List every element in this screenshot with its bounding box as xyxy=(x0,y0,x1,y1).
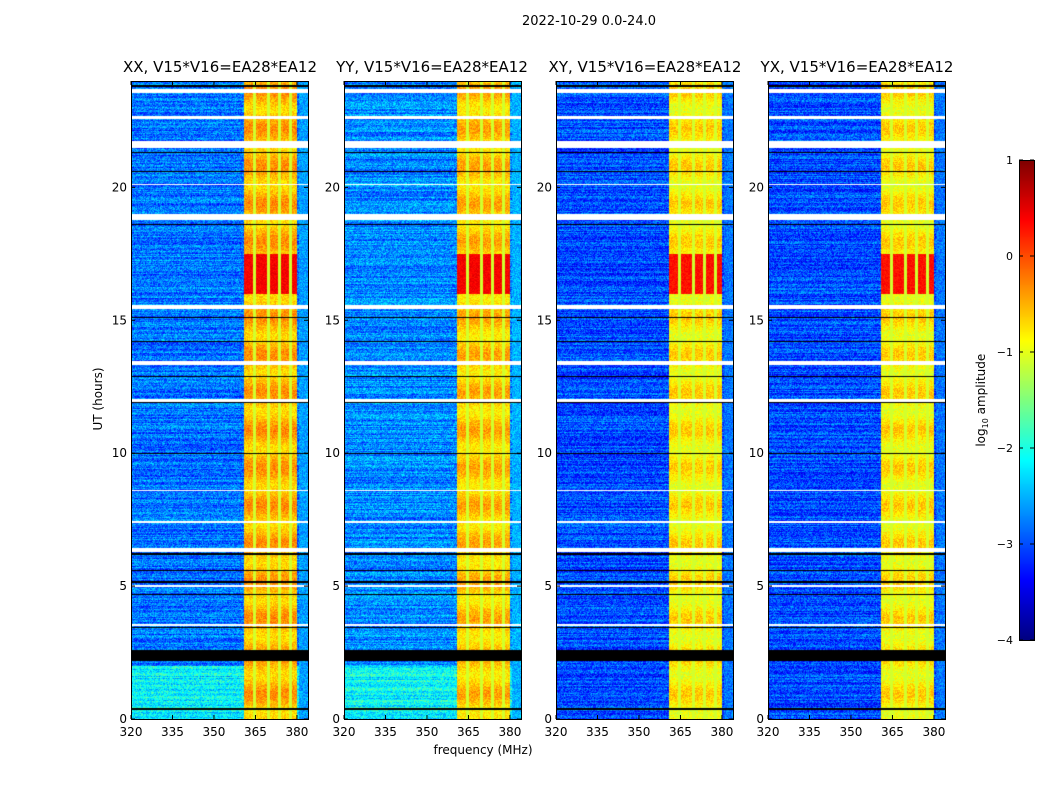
x-tick-label: 365 xyxy=(244,725,267,739)
panel-title-yx: YX, V15*V16=EA28*EA12 xyxy=(760,58,954,76)
y-tick-label: 0 xyxy=(332,712,340,726)
y-tick-label: 0 xyxy=(544,712,552,726)
y-tick-label: 15 xyxy=(325,313,340,327)
y-tick-label: 0 xyxy=(756,712,764,726)
x-tick-label: 350 xyxy=(416,725,439,739)
x-tick-label: 320 xyxy=(333,725,356,739)
colorbar-label: log10 amplitude xyxy=(974,340,990,460)
x-tick-label: 335 xyxy=(586,725,609,739)
x-tick-label: 350 xyxy=(628,725,651,739)
x-tick-label: 365 xyxy=(669,725,692,739)
x-tick-label: 380 xyxy=(285,725,308,739)
panel-title-xy: XY, V15*V16=EA28*EA12 xyxy=(548,58,742,76)
heatmap-xx xyxy=(131,81,308,719)
y-tick-label: 5 xyxy=(756,579,764,593)
y-tick-label: 20 xyxy=(537,180,552,194)
y-tick-label: 5 xyxy=(332,579,340,593)
x-tick-label: 320 xyxy=(545,725,568,739)
y-tick-label: 10 xyxy=(112,446,127,460)
x-tick-label: 335 xyxy=(374,725,397,739)
y-tick-label: 10 xyxy=(537,446,552,460)
colorbar-tick-label: −1 xyxy=(997,346,1013,359)
y-tick-label: 15 xyxy=(537,313,552,327)
heatmap-yy xyxy=(344,81,521,719)
y-axis-label: UT (hours) xyxy=(91,367,105,431)
colorbar-tick-label: −4 xyxy=(997,634,1013,647)
y-tick-label: 5 xyxy=(119,579,127,593)
colorbar-tick-label: 0 xyxy=(1006,250,1013,263)
y-tick-label: 20 xyxy=(749,180,764,194)
y-tick-label: 0 xyxy=(119,712,127,726)
heatmap-yx xyxy=(768,81,945,719)
panel-title-yy: YY, V15*V16=EA28*EA12 xyxy=(336,58,528,76)
x-tick-label: 320 xyxy=(757,725,780,739)
x-tick-label: 380 xyxy=(710,725,733,739)
colorbar-label-log: log xyxy=(973,428,988,447)
y-tick-label: 20 xyxy=(325,180,340,194)
x-tick-label: 350 xyxy=(840,725,863,739)
x-axis-label: frequency (MHz) xyxy=(433,743,533,757)
colorbar xyxy=(1019,160,1034,640)
x-tick-label: 380 xyxy=(498,725,521,739)
colorbar-tick-label: −2 xyxy=(997,442,1013,455)
x-tick-label: 320 xyxy=(120,725,143,739)
plot-frame xyxy=(131,81,309,720)
plot-frame xyxy=(556,81,734,720)
y-tick-label: 20 xyxy=(112,180,127,194)
y-tick-label: 10 xyxy=(325,446,340,460)
x-tick-label: 380 xyxy=(922,725,945,739)
plot-frame xyxy=(768,81,946,720)
heatmap-xy xyxy=(556,81,733,719)
colorbar-label-rest: amplitude xyxy=(973,353,988,419)
panel-title-xx: XX, V15*V16=EA28*EA12 xyxy=(122,58,317,76)
y-tick-label: 15 xyxy=(112,313,127,327)
x-tick-label: 350 xyxy=(203,725,226,739)
colorbar-frame xyxy=(1019,160,1035,641)
y-tick-label: 5 xyxy=(544,579,552,593)
y-tick-label: 15 xyxy=(749,313,764,327)
y-tick-label: 10 xyxy=(749,446,764,460)
colorbar-tick-label: 1 xyxy=(1006,154,1013,167)
figure-title: 2022-10-29 0.0-24.0 xyxy=(522,14,656,29)
plot-frame xyxy=(344,81,522,720)
x-tick-label: 365 xyxy=(881,725,904,739)
x-tick-label: 335 xyxy=(798,725,821,739)
x-tick-label: 365 xyxy=(457,725,480,739)
colorbar-label-sub: 10 xyxy=(981,418,991,429)
colorbar-tick-label: −3 xyxy=(997,538,1013,551)
x-tick-label: 335 xyxy=(161,725,184,739)
